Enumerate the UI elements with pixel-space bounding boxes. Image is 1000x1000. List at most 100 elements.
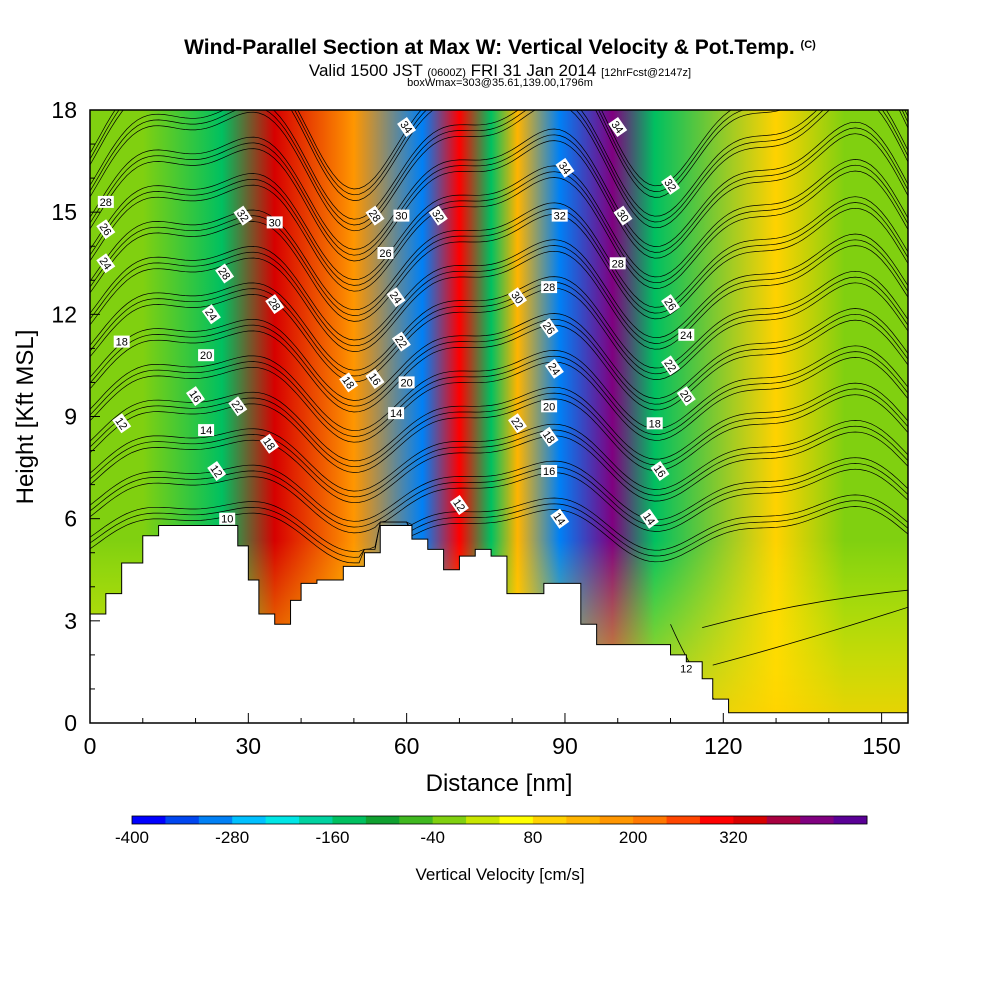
contour-label: 26: [539, 318, 559, 338]
contour-label-bg: [228, 396, 248, 417]
y-tick-label: 9: [64, 404, 77, 430]
contour-label: 12: [207, 461, 227, 481]
contour-label-text: 28: [100, 197, 112, 209]
contour-label-bg: [541, 281, 558, 294]
contour-label-text: 16: [651, 463, 668, 480]
contour-label: 12: [449, 495, 469, 515]
plot-area: 28 26 24 18 12 32 30 28 24 20 16 22 14 18 12 10 28 28 30 32…: [90, 110, 908, 723]
contour-label-bg: [541, 465, 558, 477]
colorbar-swatch: [399, 816, 434, 824]
contour-label: 22: [228, 396, 248, 417]
contour-label: 16: [365, 369, 385, 389]
contour-label: 26: [660, 294, 681, 315]
contour-label-bg: [112, 413, 132, 434]
contour-label-bg: [650, 461, 670, 481]
contour-label-bg: [449, 495, 469, 515]
contour-label: 30: [613, 205, 633, 226]
theta-contour-20-1: [90, 313, 908, 407]
colorbar-swatch: [499, 816, 534, 824]
theta-contour-32-0: [90, 110, 908, 232]
contour-label-bg: [397, 117, 417, 137]
contour-label: 14: [198, 424, 215, 437]
contour-label-text: 30: [269, 217, 281, 229]
colorbar-tick-label: -160: [315, 828, 349, 847]
contour-label-bg: [365, 205, 385, 226]
contour-label-text: 32: [429, 208, 446, 225]
contour-label-bg: [544, 358, 564, 379]
x-tick-label: 90: [552, 733, 578, 759]
title-text: Wind-Parallel Section at Max W: Vertical…: [184, 36, 795, 59]
contour-label-bg: [207, 461, 227, 481]
theta-contour-32-1: [90, 110, 908, 226]
contour-label-bg: [185, 386, 206, 407]
contour-label-text: 12: [450, 497, 467, 514]
chart-subtitle: Valid 1500 JST (0600Z) FRI 31 Jan 2014 […: [0, 61, 1000, 81]
x-tick-label: 0: [84, 733, 97, 759]
contour-label: 20: [198, 349, 215, 362]
contour-label-text: 16: [366, 371, 383, 388]
colorbar-swatch: [198, 816, 233, 824]
contour-label-bg: [198, 424, 215, 437]
valid-utc: (0600Z): [427, 67, 466, 79]
contour-label-bg: [259, 433, 279, 454]
contour-label: 34: [397, 117, 417, 137]
contour-label-text: 22: [392, 334, 409, 351]
contour-label-bg: [660, 355, 681, 376]
contour-label: 18: [339, 372, 359, 393]
contour-label-bg: [265, 294, 285, 315]
contour-label: 34: [555, 157, 575, 178]
contour-label-bg: [660, 294, 681, 315]
contour-label-bg: [613, 205, 633, 226]
contour-label-bg: [391, 331, 411, 352]
axes: 0 30 60 90 120 150 0 3 6 9 12 15 18: [51, 97, 900, 759]
contour-label-bg: [678, 328, 695, 341]
contour-label-bg: [113, 335, 130, 348]
contour-label-bg: [608, 117, 628, 137]
title-mark: (C): [800, 39, 816, 51]
colorbar-tick-label: -400: [115, 828, 149, 847]
theta-contour-low-2: [702, 589, 908, 629]
contour-label-text: 30: [614, 208, 631, 225]
contour-label-bg: [201, 304, 221, 325]
valid-date: FRI 31 Jan 2014: [470, 61, 597, 80]
contour-label-bg: [551, 209, 568, 222]
colorbar-frame: [131, 815, 868, 825]
contour-label: 28: [365, 205, 385, 226]
contour-label-text: 22: [661, 358, 678, 375]
forecast-info: [12hrFcst@2147z]: [601, 67, 692, 79]
theta-contours: [90, 110, 908, 714]
contour-label-text: 24: [545, 361, 562, 378]
contour-label-text: 24: [387, 289, 404, 306]
contour-label: 16: [541, 465, 558, 478]
colorbar-swatch: [132, 816, 166, 824]
theta-contour-18-1: [90, 351, 908, 437]
colorbar-swatch: [232, 816, 267, 824]
theta-contour-32-2: [90, 110, 908, 220]
contour-label-text: 26: [379, 248, 391, 260]
theta-contour-30-0: [90, 133, 908, 262]
contour-label-bg: [550, 508, 570, 529]
theta-contour-16-0: [90, 394, 908, 473]
theta-contour-20-0: [90, 319, 908, 413]
theta-contour-28-0: [90, 170, 908, 292]
contour-label-text: 26: [540, 320, 557, 337]
colorbar-tick-label: 320: [719, 828, 747, 847]
contour-label: 24: [201, 304, 221, 325]
contour-label-bg: [676, 386, 696, 407]
theta-contour-16-1: [90, 388, 908, 468]
x-tick-label: 30: [236, 733, 262, 759]
contour-label-text: 14: [640, 511, 657, 528]
contour-label-bg: [365, 369, 385, 389]
contour-label-bg: [215, 263, 235, 284]
contour-label-text: 10: [221, 514, 233, 526]
contour-label-text: 28: [215, 266, 232, 283]
contour-label: 26: [96, 219, 116, 240]
theta-contour-14-0: [90, 431, 908, 504]
contour-label-bg: [507, 287, 528, 308]
contour-label-bg: [386, 287, 406, 308]
theta-contour-22-1: [90, 276, 908, 377]
colorbar-tick-label: -280: [215, 828, 249, 847]
contour-label-text: 12: [207, 463, 224, 480]
contour-label-text: 30: [395, 211, 407, 223]
